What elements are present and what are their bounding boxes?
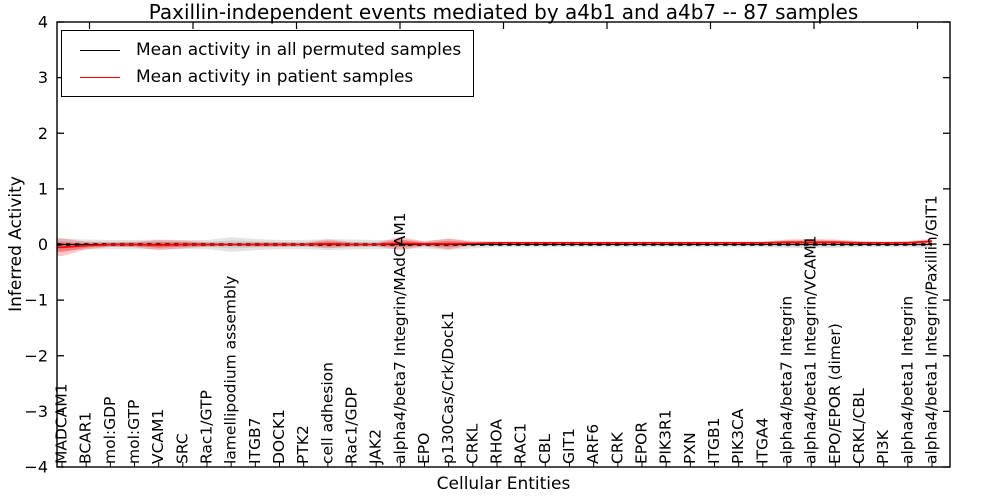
x-category-label: ARF6: [584, 424, 602, 464]
x-category-label: EPOR: [633, 422, 651, 464]
x-category-label: PIK3CA: [729, 408, 747, 464]
x-category-label: GIT1: [560, 428, 578, 464]
x-category-label: JAK2: [367, 429, 385, 465]
x-category-label: mol:GDP: [101, 397, 119, 464]
x-category-label: mol:GTP: [125, 400, 143, 464]
y-tick-label: 0: [38, 235, 48, 254]
y-tick-label: 3: [38, 68, 48, 87]
legend-label-patient: Mean activity in patient samples: [136, 67, 414, 87]
y-tick-label: 2: [38, 124, 48, 143]
chart-title: Paxillin-independent events mediated by …: [148, 0, 859, 24]
y-tick-label: −4: [24, 458, 48, 477]
x-category-label: CRKL: [463, 423, 481, 464]
x-category-label: PIK3R1: [657, 409, 675, 464]
x-category-label: EPO: [415, 433, 433, 464]
legend-label-permuted: Mean activity in all permuted samples: [136, 40, 462, 60]
x-category-label: ITGB7: [246, 417, 264, 464]
x-category-label: cell adhesion: [318, 362, 336, 464]
x-category-label: DOCK1: [270, 409, 288, 464]
y-tick-label: −3: [24, 402, 48, 421]
x-category-label: lamellipodium assembly: [222, 276, 240, 464]
y-tick-label: 4: [38, 13, 48, 32]
y-tick-label: 1: [38, 179, 48, 198]
x-category-label: CBL: [536, 434, 554, 464]
x-axis-label: Cellular Entities: [436, 474, 571, 494]
y-tick-label: −2: [24, 346, 48, 365]
x-category-label: Rac1/GTP: [198, 390, 216, 464]
x-category-label: BCAR1: [77, 412, 95, 464]
legend-item-patient: Mean activity in patient samples: [70, 67, 461, 87]
x-category-label: alpha4/beta1 Integrin: [898, 296, 916, 464]
x-category-label: Rac1/GDP: [343, 387, 361, 464]
x-category-label: alpha4/beta7 Integrin/MAdCAM1: [391, 212, 409, 464]
x-category-label: CRK: [608, 431, 626, 464]
x-category-label: alpha4/beta1 Integrin/VCAM1: [802, 235, 820, 464]
x-category-label: PTK2: [294, 425, 312, 464]
x-category-label: alpha4/beta1 Integrin/Paxillin/GIT1: [923, 195, 941, 464]
legend-item-permuted: Mean activity in all permuted samples: [70, 40, 461, 60]
x-category-label: RAC1: [512, 423, 530, 464]
legend: Mean activity in all permuted samples Me…: [61, 30, 475, 97]
y-tick-label: −1: [24, 291, 48, 310]
x-category-label: EPO/EPOR (dimer): [826, 323, 844, 464]
patient-line-sample-icon: [80, 76, 120, 78]
x-category-label: p130Cas/Crk/Dock1: [439, 311, 457, 464]
x-category-label: PXN: [681, 432, 699, 464]
x-category-label: SRC: [173, 433, 191, 464]
x-category-label: VCAM1: [149, 409, 167, 464]
patient-mean-line: [57, 240, 933, 249]
permuted-line-sample-icon: [80, 49, 120, 51]
x-category-label: MADCAM1: [53, 383, 71, 464]
y-axis-label: Inferred Activity: [6, 176, 26, 312]
x-category-label: ITGA4: [753, 417, 771, 464]
x-category-label: ITGB1: [705, 417, 723, 464]
x-category-label: RHOA: [488, 419, 506, 464]
x-category-label: CRKL/CBL: [850, 388, 868, 464]
x-category-label: alpha4/beta7 Integrin: [778, 296, 796, 464]
x-category-label: PI3K: [874, 429, 892, 464]
